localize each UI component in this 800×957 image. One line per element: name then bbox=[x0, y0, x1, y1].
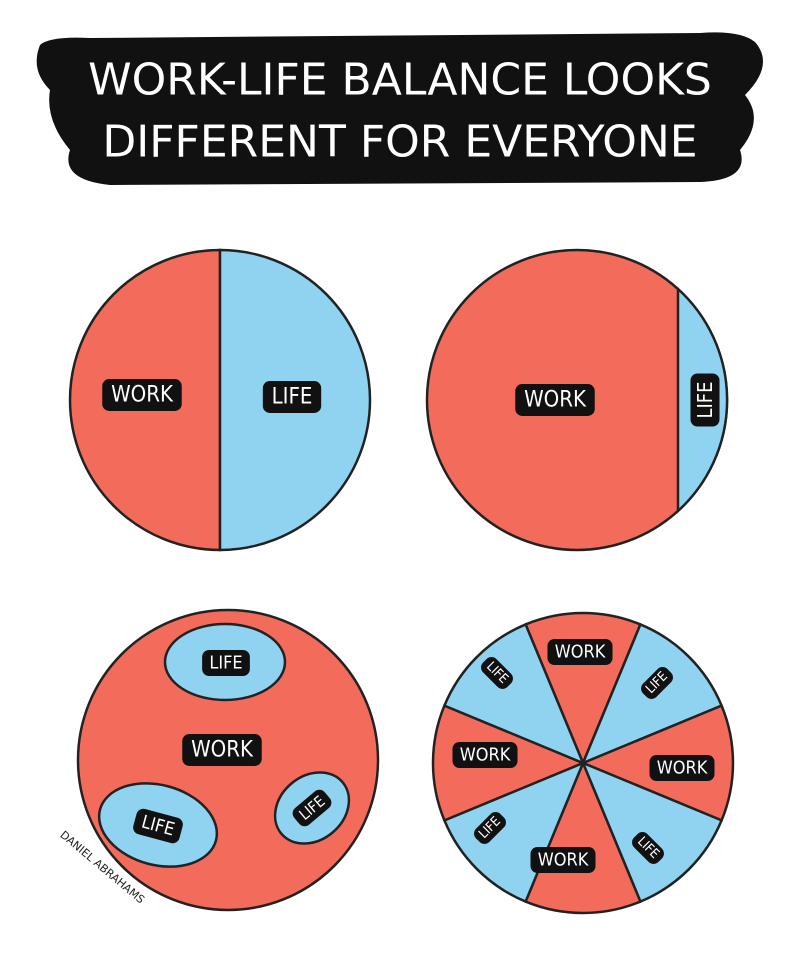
label: WORK bbox=[649, 754, 715, 782]
label-box bbox=[133, 808, 183, 844]
wedge bbox=[442, 622, 586, 766]
label-text: LIFE bbox=[272, 385, 313, 410]
label-text: WORK bbox=[111, 383, 174, 408]
label-text: WORK bbox=[191, 738, 254, 763]
label-box bbox=[262, 381, 322, 413]
label-box bbox=[530, 846, 596, 874]
label: LIFE bbox=[262, 381, 322, 413]
labels: WORK LIFE WORK LIFELIFEWORKLIFELIFEWORKLIFE… bbox=[102, 373, 720, 874]
wedge bbox=[580, 760, 724, 904]
wedge bbox=[523, 759, 643, 915]
label-text: LIFE bbox=[693, 381, 717, 418]
label-text: WORK bbox=[555, 642, 606, 663]
label-text: LIFE bbox=[209, 653, 242, 674]
label-box bbox=[649, 754, 715, 782]
label: WORK bbox=[182, 734, 262, 766]
label: WORK bbox=[515, 384, 595, 416]
label-box bbox=[690, 373, 720, 427]
label-box bbox=[102, 379, 182, 411]
label-text: WORK bbox=[657, 758, 708, 779]
label: WORK bbox=[547, 638, 613, 666]
label: WORK bbox=[452, 741, 518, 769]
label: WORK bbox=[102, 379, 182, 411]
label-box bbox=[292, 789, 332, 827]
label-box bbox=[547, 638, 613, 666]
label-box bbox=[182, 734, 262, 766]
title-banner bbox=[36, 32, 763, 186]
label-box bbox=[452, 741, 518, 769]
label-text: WORK bbox=[538, 850, 589, 871]
title-line: WORK-LIFE BALANCE LOOKS bbox=[88, 55, 712, 106]
label-box bbox=[515, 384, 595, 416]
label: LIFE bbox=[690, 373, 720, 427]
label-box bbox=[632, 832, 664, 864]
label-box bbox=[641, 667, 673, 699]
label: WORK bbox=[530, 846, 596, 874]
label-box bbox=[202, 649, 250, 677]
label-box bbox=[481, 657, 513, 689]
wedge bbox=[442, 760, 586, 904]
label: LIFE bbox=[202, 649, 250, 677]
label-box bbox=[474, 812, 506, 844]
label-text: WORK bbox=[524, 388, 587, 413]
label: LIFE bbox=[133, 808, 183, 844]
label-text: WORK bbox=[460, 745, 511, 766]
title-line: DIFFERENT FOR EVERYONE bbox=[102, 117, 697, 168]
